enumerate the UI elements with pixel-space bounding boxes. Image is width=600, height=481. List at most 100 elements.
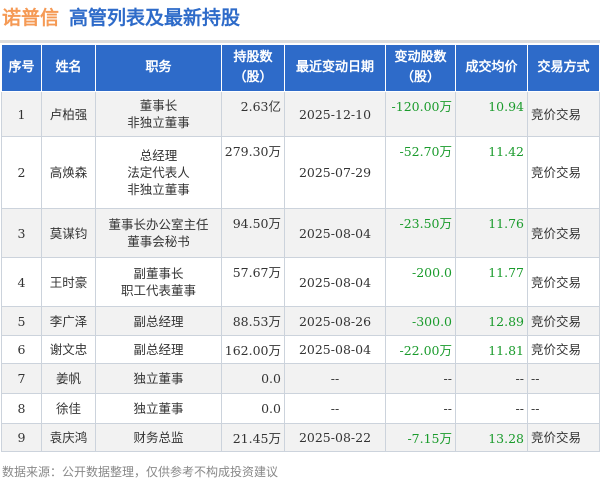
cell-change: -52.70万 — [385, 136, 456, 209]
column-header-label: 最近变动日期 — [295, 60, 374, 75]
cell-name: 王时豪 — [41, 257, 96, 307]
data-source-note: 数据来源：公开数据整理，仅供参考不构成投资建议 — [2, 465, 279, 479]
cell-shares: 0.0 — [221, 363, 285, 394]
cell-method: -- — [527, 393, 600, 424]
cell-shares: 21.45万 — [221, 423, 285, 452]
cell-change: -300.0 — [385, 306, 456, 336]
cell-date: 2025-08-22 — [284, 423, 386, 452]
cell-price: 11.81 — [455, 335, 528, 364]
cell-price: 13.28 — [455, 423, 528, 452]
cell-no: 7 — [1, 363, 42, 394]
cell-no: 5 — [1, 306, 42, 336]
cell-method: 竞价交易 — [527, 423, 600, 452]
cell-change: -22.00万 — [385, 335, 456, 364]
column-header: 成交均价 — [455, 44, 528, 92]
cell-date: 2025-08-04 — [284, 335, 386, 364]
table-row: 2 高焕森 总经理 法定代表人 非独立董事 279.30万 2025-07-29 -52.… — [1, 136, 600, 209]
table-row: 8 徐佳 独立董事 0.0 -- -- -- -- — [1, 393, 600, 424]
cell-name: 李广泽 — [41, 306, 96, 336]
page-subtitle: 高管列表及最新持股 — [69, 7, 241, 29]
cell-name: 谢文忠 — [41, 335, 96, 364]
cell-price: 12.89 — [455, 306, 528, 336]
column-header: 序号 — [1, 44, 42, 92]
cell-no: 4 — [1, 257, 42, 307]
column-header: 持股数（股） — [221, 44, 285, 92]
cell-role: 董事长办公室主任 董事会秘书 — [95, 208, 222, 258]
cell-date: -- — [284, 363, 386, 394]
table-row: 6 谢文忠 副总经理 162.00万 2025-08-04 -22.00万 11.81 竞价交… — [1, 335, 600, 364]
cell-role: 副总经理 — [95, 306, 222, 336]
table-row: 3 莫谋钧 董事长办公室主任 董事会秘书 94.50万 2025-08-04 -23.50… — [1, 208, 600, 258]
cell-price: 11.77 — [455, 257, 528, 307]
cell-no: 8 — [1, 393, 42, 424]
cell-name: 莫谋钧 — [41, 208, 96, 258]
column-header-label: 姓名 — [55, 60, 82, 75]
cell-method: 竞价交易 — [527, 136, 600, 209]
cell-date: 2025-12-10 — [284, 91, 386, 137]
cell-role: 副总经理 — [95, 335, 222, 364]
column-header: 交易方式 — [527, 44, 600, 92]
table-header: 序号 姓名 职务 持股数（股） 最近变动日期 变动股数（股） 成交均价 交易方式 — [1, 44, 600, 92]
cell-method: 竞价交易 — [527, 91, 600, 137]
cell-change: -- — [385, 363, 456, 394]
cell-change: -- — [385, 393, 456, 424]
table-row: 1 卢柏强 董事长 非独立董事 2.63亿 2025-12-10 -120.00万 10.9… — [1, 91, 600, 137]
column-header: 姓名 — [41, 44, 96, 92]
cell-price: -- — [455, 393, 528, 424]
cell-no: 1 — [1, 91, 42, 137]
column-header-label: 成交均价 — [465, 60, 518, 75]
cell-shares: 94.50万 — [221, 208, 285, 258]
cell-name: 袁庆鸿 — [41, 423, 96, 452]
cell-no: 3 — [1, 208, 42, 258]
divider — [0, 40, 600, 43]
cell-name: 姜帆 — [41, 363, 96, 394]
cell-role: 独立董事 — [95, 393, 222, 424]
cell-no: 2 — [1, 136, 42, 209]
cell-name: 卢柏强 — [41, 91, 96, 137]
cell-change: -120.00万 — [385, 91, 456, 137]
cell-date: 2025-08-26 — [284, 306, 386, 336]
column-header: 最近变动日期 — [284, 44, 386, 92]
cell-role: 财务总监 — [95, 423, 222, 452]
cell-role: 副董事长 职工代表董事 — [95, 257, 222, 307]
cell-price: 11.42 — [455, 136, 528, 209]
cell-price: -- — [455, 363, 528, 394]
column-header-label: 职务 — [145, 60, 172, 75]
cell-role: 总经理 法定代表人 非独立董事 — [95, 136, 222, 209]
cell-name: 徐佳 — [41, 393, 96, 424]
executives-table: 序号 姓名 职务 持股数（股） 最近变动日期 变动股数（股） 成交均价 交易方式 1 卢柏强 董事… — [1, 44, 600, 452]
cell-role: 董事长 非独立董事 — [95, 91, 222, 137]
table-row: 7 姜帆 独立董事 0.0 -- -- -- -- — [1, 363, 600, 394]
cell-date: 2025-08-04 — [284, 257, 386, 307]
table-row: 9 袁庆鸿 财务总监 21.45万 2025-08-22 -7.15万 13.28 竞价交易 — [1, 423, 600, 452]
column-header: 职务 — [95, 44, 222, 92]
cell-shares: 57.67万 — [221, 257, 285, 307]
cell-shares: 279.30万 — [221, 136, 285, 209]
cell-shares: 162.00万 — [221, 335, 285, 364]
column-header-label: 交易方式 — [537, 60, 590, 75]
cell-no: 6 — [1, 335, 42, 364]
cell-method: -- — [527, 363, 600, 394]
column-header-label: 序号 — [8, 60, 35, 75]
column-header-label: 变动股数（股） — [394, 50, 447, 85]
cell-method: 竞价交易 — [527, 335, 600, 364]
cell-method: 竞价交易 — [527, 306, 600, 336]
cell-shares: 88.53万 — [221, 306, 285, 336]
cell-role: 独立董事 — [95, 363, 222, 394]
cell-no: 9 — [1, 423, 42, 452]
cell-date: 2025-08-04 — [284, 208, 386, 258]
cell-name: 高焕森 — [41, 136, 96, 209]
cell-price: 10.94 — [455, 91, 528, 137]
cell-method: 竞价交易 — [527, 208, 600, 258]
column-header: 变动股数（股） — [385, 44, 456, 92]
table-row: 4 王时豪 副董事长 职工代表董事 57.67万 2025-08-04 -200.0 11.… — [1, 257, 600, 307]
cell-date: -- — [284, 393, 386, 424]
cell-change: -23.50万 — [385, 208, 456, 258]
cell-change: -200.0 — [385, 257, 456, 307]
cell-change: -7.15万 — [385, 423, 456, 452]
cell-price: 11.76 — [455, 208, 528, 258]
company-name: 诺普信 — [2, 7, 60, 29]
cell-date: 2025-07-29 — [284, 136, 386, 209]
cell-shares: 2.63亿 — [221, 91, 285, 137]
cell-method: 竞价交易 — [527, 257, 600, 307]
